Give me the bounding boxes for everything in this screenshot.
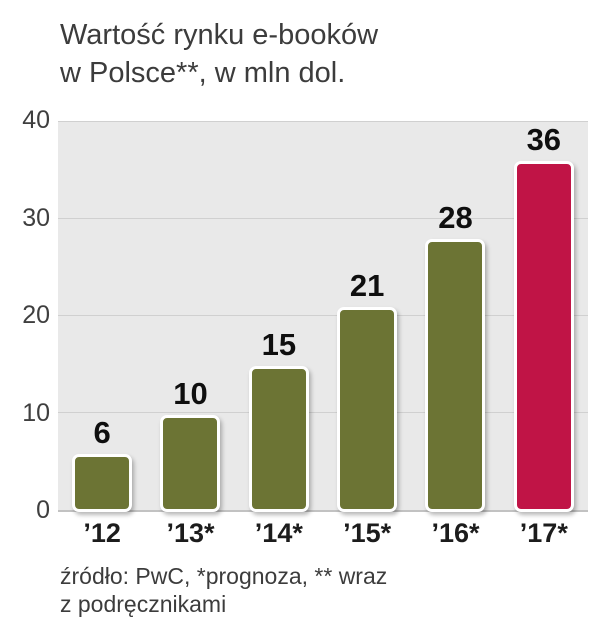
bar — [425, 239, 486, 512]
bar-column: 21 — [323, 122, 411, 512]
x-tick-label: ’13* — [166, 518, 215, 548]
bar-value-label: 36 — [526, 122, 562, 157]
y-tick-label: 20 — [22, 301, 50, 329]
y-tick-label: 0 — [36, 496, 50, 524]
y-tick-label: 30 — [22, 203, 50, 232]
bar-value-label: 15 — [261, 326, 297, 362]
gridline — [58, 121, 588, 122]
bar-column: 10 — [146, 122, 234, 512]
bar — [513, 161, 574, 512]
bar-column: 36 — [500, 122, 588, 512]
chart-title: Wartość rynku e-booków w Polsce**, w mln… — [60, 16, 378, 92]
gridline — [58, 315, 588, 316]
x-tick-label: ’12 — [83, 518, 121, 548]
bar-value-label: 10 — [173, 375, 208, 411]
y-tick-label: 40 — [22, 106, 50, 134]
bar-value-label: 6 — [93, 414, 111, 450]
x-tick-label: ’15* — [343, 518, 392, 548]
x-axis: ’12 ’13* ’14* ’15* ’16* ’17* — [58, 518, 588, 549]
bar — [337, 307, 398, 512]
x-tick-label: ’17* — [519, 518, 568, 548]
source-note: źródło: PwC, *prognoza, ** wraz z podręc… — [60, 562, 387, 618]
source-note-line1: źródło: PwC, *prognoza, ** wraz — [60, 563, 388, 589]
bar-value-label: 21 — [349, 268, 385, 304]
source-note-line2: z podręcznikami — [60, 591, 227, 617]
chart-title-line1: Wartość rynku e-booków — [60, 19, 379, 51]
bar-value-label: 28 — [438, 200, 473, 235]
bars: 6 10 15 21 28 36 — [58, 122, 588, 512]
gridline — [58, 412, 588, 413]
y-axis: 0 10 20 30 40 — [6, 106, 50, 524]
plot-area — [58, 121, 588, 512]
gridline — [58, 218, 588, 219]
bar-column: 15 — [235, 122, 323, 512]
bar-chart: 6 10 15 21 28 36 — [58, 121, 588, 512]
x-tick-label: ’16* — [431, 518, 480, 548]
x-tick-label: ’14* — [254, 518, 303, 548]
y-tick-label: 10 — [22, 398, 50, 427]
bar — [72, 453, 133, 512]
bar — [248, 365, 309, 512]
chart-title-line2: w Polsce**, w mln dol. — [60, 57, 346, 89]
bar — [160, 414, 221, 512]
bar-column: 6 — [58, 122, 146, 512]
bar-column: 28 — [411, 122, 499, 512]
